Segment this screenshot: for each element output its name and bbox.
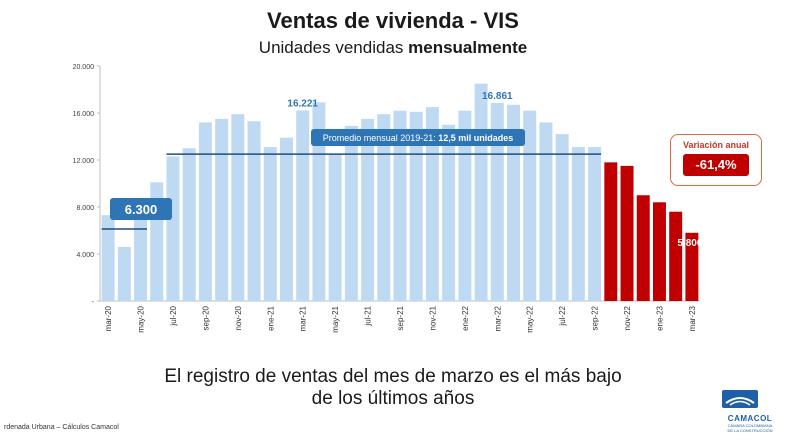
x-tick-label: ene-23: [655, 305, 664, 330]
bar-sep-21: [393, 110, 407, 302]
logo-sub-1: CÁMARA COLOMBIANA: [727, 423, 773, 428]
bar-sep-22: [588, 147, 602, 301]
y-tick-label: 8.000: [76, 205, 94, 212]
annual-variation-box: Variación anual -61,4%: [670, 134, 762, 186]
y-tick-label: 16.000: [73, 111, 95, 118]
bar-ene-21: [263, 147, 277, 301]
bar-sep-20: [198, 122, 212, 302]
bar-dic-22: [636, 195, 650, 301]
x-tick-label: mar-22: [493, 305, 502, 331]
early-average-label: 6.300: [125, 202, 158, 217]
source-note: rdenada Urbana – Cálculos Camacol: [4, 424, 119, 431]
average-label-box: [311, 129, 525, 146]
logo-name: CAMACOL: [727, 414, 773, 423]
footer-line-1: El registro de ventas del mes de marzo e…: [164, 366, 622, 387]
bar-ago-21: [377, 114, 391, 301]
bar-ago-22: [571, 147, 585, 301]
average-label-prefix: Promedio mensual 2019-21:: [323, 133, 439, 143]
bar-value-label-mar-21: 16.221: [287, 98, 318, 109]
x-tick-label: jul-21: [364, 305, 373, 326]
chart-title: Ventas de vivienda - VIS: [267, 8, 519, 33]
x-tick-label: ene-22: [461, 305, 470, 330]
bar-jul-22: [555, 134, 569, 301]
bar-oct-21: [409, 111, 423, 301]
bar-chart: 20.000 16.000 12.000 8.000 4.000 - mar-20 may-2…: [72, 64, 702, 333]
x-tick-label: may-20: [137, 305, 146, 332]
bar-ene-23: [652, 202, 666, 301]
bar-jun-22: [539, 122, 553, 302]
bar-feb-23: [669, 211, 683, 301]
bar-feb-22: [474, 83, 488, 301]
bar-mar-22: [490, 102, 504, 302]
bar-dic-21: [442, 124, 456, 301]
bar-nov-21: [425, 107, 439, 301]
x-tick-label: may-21: [331, 305, 340, 332]
bar-abr-20: [117, 246, 131, 301]
bar-dic-20: [247, 121, 261, 301]
chart-subtitle: Unidades vendidas mensualmente: [0, 38, 786, 58]
x-tick-label: nov-22: [623, 305, 632, 330]
x-tick-label: sep-21: [396, 305, 405, 330]
bar-nov-22: [620, 165, 634, 301]
x-tick-label: mar-21: [299, 305, 308, 331]
bar-abr-21: [312, 102, 326, 301]
early-average-box: [110, 198, 172, 220]
x-tick-label: may-22: [526, 305, 535, 332]
annual-variation-label: Variación anual: [682, 140, 750, 150]
logo-sub-2: DE LA CONSTRUCCIÓN: [727, 428, 773, 433]
bar-may-20: [134, 212, 148, 301]
bar-ene-22: [458, 110, 472, 302]
bar-jul-21: [361, 118, 375, 301]
x-tick-label: ene-21: [266, 305, 275, 330]
bar-mar-23: [685, 232, 699, 301]
bar-may-21: [328, 154, 342, 301]
bar-jun-21: [344, 125, 358, 301]
y-tick-label: -: [92, 299, 95, 306]
camacol-logo: CAMACOL CÁMARA COLOMBIANA DE LA CONSTRUC…: [722, 390, 778, 433]
y-tick-label: 12.000: [73, 158, 95, 165]
footer-message: El registro de ventas del mes de marzo e…: [0, 366, 786, 410]
bar-oct-20: [215, 118, 229, 301]
bar-jul-20: [166, 156, 180, 301]
bar-may-22: [523, 110, 537, 302]
x-tick-label: mar-23: [688, 305, 697, 331]
x-tick-label: nov-20: [234, 305, 243, 330]
subtitle-bold: mensualmente: [408, 38, 528, 57]
x-tick-label: sep-22: [591, 305, 600, 330]
x-tick-label: sep-20: [201, 305, 210, 330]
bar-ago-20: [182, 148, 196, 301]
camacol-logo-icon: [722, 390, 758, 408]
bar-value-label-mar-23: 5.806: [677, 238, 702, 249]
x-tick-label: jul-20: [169, 305, 178, 326]
x-tick-label: jul-22: [558, 305, 567, 326]
bar-mar-21: [296, 110, 310, 301]
average-label: Promedio mensual 2019-21: 12,5 mil unida…: [323, 133, 514, 143]
bar-nov-20: [231, 114, 245, 301]
bar-oct-22: [604, 162, 618, 301]
footer-line-2: de los últimos años: [311, 388, 475, 409]
subtitle-prefix: Unidades vendidas: [258, 38, 404, 57]
bar-value-label-mar-22: 16.861: [482, 91, 513, 102]
x-tick-label: nov-21: [428, 305, 437, 330]
y-tick-label: 20.000: [73, 64, 95, 71]
x-tick-label: mar-20: [104, 305, 113, 331]
bar-feb-21: [280, 137, 293, 301]
average-label-bold: 12,5 mil unidades: [438, 133, 513, 143]
bar-mar-20: [101, 215, 115, 301]
y-tick-label: 4.000: [76, 252, 94, 259]
annual-variation-value: -61,4%: [683, 154, 749, 176]
